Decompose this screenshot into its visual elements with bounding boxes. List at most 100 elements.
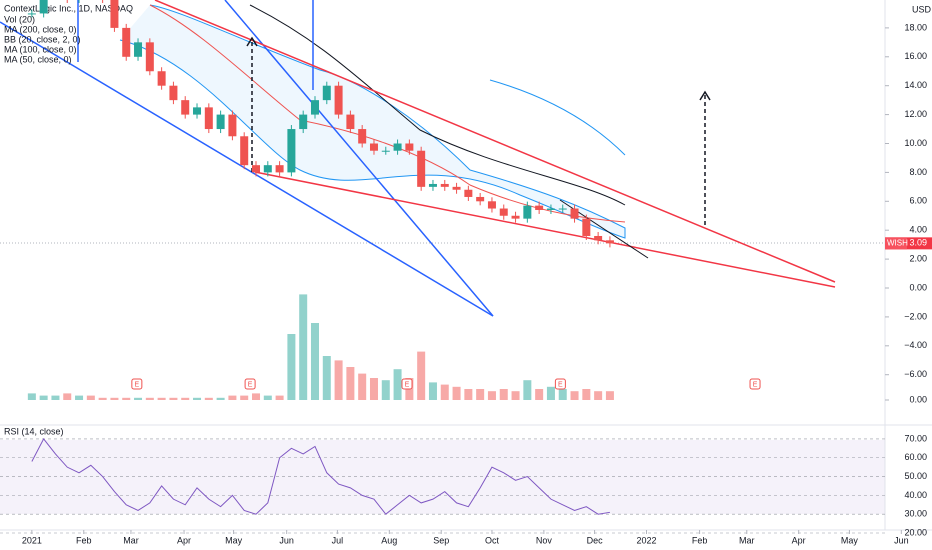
candle: [546, 208, 555, 210]
volume-bar: [440, 384, 449, 400]
candle: [405, 143, 414, 151]
x-tick-label: Apr: [792, 535, 806, 545]
volume-bar: [134, 397, 143, 400]
candle: [275, 165, 284, 173]
candle: [287, 129, 296, 173]
volume-bar: [487, 391, 496, 400]
volume-bar: [263, 395, 272, 400]
x-tick-label: Jun: [894, 535, 909, 545]
candle: [122, 27, 131, 57]
volume-bar: [334, 360, 343, 400]
candle: [334, 85, 343, 115]
candle: [570, 208, 579, 219]
y-tick-label: −2.00: [904, 311, 927, 321]
earnings-marker: [749, 378, 761, 390]
x-tick-label: Sep: [433, 535, 449, 545]
symbol-label: WISH: [887, 238, 908, 247]
volume-bar: [369, 378, 378, 400]
candle: [181, 100, 190, 115]
x-tick-label: Jun: [279, 535, 294, 545]
candle: [204, 107, 213, 130]
candle: [440, 183, 449, 187]
candle: [216, 114, 225, 130]
candle: [582, 218, 591, 236]
candle: [511, 215, 520, 219]
y-tick-label: 18.00: [904, 22, 927, 32]
trend-line: [0, 21, 494, 317]
y-tick-label: 6.00: [909, 196, 927, 206]
volume-bar: [535, 389, 544, 400]
volume-bar: [464, 389, 473, 400]
indicator: MA (50, close, 0): [4, 54, 72, 64]
candle: [27, 13, 36, 15]
volume-bar: [381, 380, 390, 400]
volume-bar: [546, 386, 555, 400]
y-tick-label: −6.00: [904, 369, 927, 379]
earnings-marker: [401, 378, 413, 390]
rsi-band: [0, 440, 885, 514]
rsi-tick-label: 70.00: [904, 433, 927, 443]
volume-bar: [570, 391, 579, 400]
earnings-label: E: [135, 381, 140, 388]
volume-bar: [594, 391, 603, 400]
earnings-marker: [244, 378, 256, 390]
volume-bar: [299, 294, 308, 400]
volume-bar: [310, 323, 319, 400]
y-tick-label: 4.00: [909, 225, 927, 235]
volume-bar: [393, 369, 402, 400]
volume-bar: [605, 391, 614, 400]
volume-bar: [358, 373, 367, 400]
rsi-tick-label: 20.00: [904, 527, 927, 537]
candle: [535, 205, 544, 210]
volume-bar: [582, 389, 591, 400]
x-tick-label: Dec: [587, 535, 604, 545]
candle: [299, 114, 308, 130]
volume-bar: [122, 397, 131, 400]
candle: [476, 196, 485, 202]
rsi-tick-label: 60.00: [904, 452, 927, 462]
volume-bar: [452, 386, 461, 400]
rsi-tick-label: 50.00: [904, 471, 927, 481]
volume-bar: [98, 397, 107, 400]
ma-200: [249, 4, 626, 206]
candle: [193, 107, 202, 115]
symbol-title: ContextLogic Inc., 1D, NASDAQ: [4, 3, 133, 13]
volume-bar: [75, 395, 84, 400]
volume-bar: [169, 397, 178, 400]
price-label: 3.09: [909, 238, 927, 248]
candle: [358, 129, 367, 144]
y-tick-label: 12.00: [904, 109, 927, 119]
candle: [169, 85, 178, 101]
indicator: BB (20, close, 2, 0): [4, 34, 81, 44]
y-tick-label: −4.00: [904, 340, 927, 350]
candle: [310, 100, 319, 115]
x-tick-label: Mar: [123, 535, 139, 545]
volume-bar: [476, 389, 485, 400]
rsi-title: RSI (14, close): [4, 426, 64, 436]
volume-bar: [275, 395, 284, 400]
x-tick-label: Feb: [76, 535, 92, 545]
indicator: MA (200, close, 0): [4, 24, 77, 34]
rsi-line: [31, 438, 611, 515]
x-tick-label: Aug: [381, 535, 397, 545]
volume-bar: [51, 395, 60, 400]
earnings-label: E: [753, 381, 758, 388]
candle: [263, 165, 272, 173]
volume-bar: [39, 395, 48, 400]
candle: [381, 150, 390, 152]
candle: [369, 143, 378, 151]
volume-tick-label: 0.00: [909, 394, 927, 404]
candle: [558, 208, 567, 210]
volume-bar: [204, 397, 213, 400]
y-tick-label: 2.00: [909, 253, 927, 263]
candle: [605, 240, 614, 244]
volume-bar: [558, 389, 567, 400]
volume-bar: [322, 356, 331, 400]
candle: [452, 186, 461, 190]
candle: [417, 150, 426, 187]
candle: [228, 114, 237, 137]
earnings-label: E: [558, 381, 563, 388]
ma-50: [149, 4, 626, 223]
candle: [523, 205, 532, 219]
